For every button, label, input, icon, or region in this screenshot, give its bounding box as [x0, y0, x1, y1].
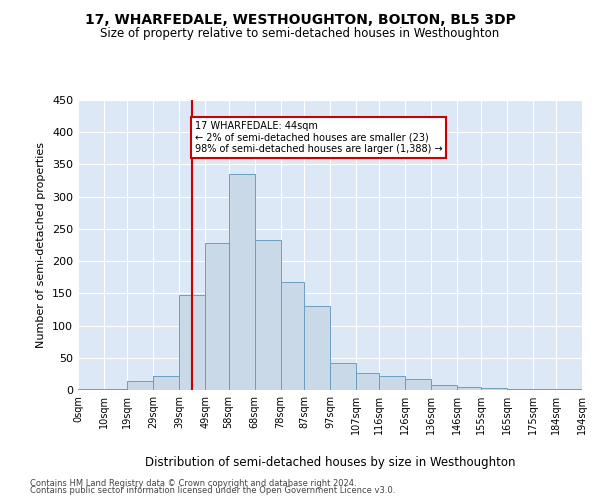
Bar: [205, 243, 229, 390]
Bar: [229, 174, 254, 390]
Y-axis label: Number of semi-detached properties: Number of semi-detached properties: [37, 142, 46, 348]
Bar: [254, 240, 281, 390]
Bar: [304, 306, 330, 390]
Bar: [154, 376, 179, 390]
Bar: [406, 379, 431, 390]
Bar: [356, 372, 379, 390]
Text: Contains public sector information licensed under the Open Government Licence v3: Contains public sector information licen…: [30, 486, 395, 495]
Bar: [127, 381, 154, 390]
Bar: [506, 388, 533, 390]
Bar: [431, 386, 457, 390]
Bar: [330, 363, 356, 390]
Text: 17, WHARFEDALE, WESTHOUGHTON, BOLTON, BL5 3DP: 17, WHARFEDALE, WESTHOUGHTON, BOLTON, BL…: [85, 12, 515, 26]
Text: Distribution of semi-detached houses by size in Westhoughton: Distribution of semi-detached houses by …: [145, 456, 515, 469]
Bar: [179, 296, 205, 390]
Text: Size of property relative to semi-detached houses in Westhoughton: Size of property relative to semi-detach…: [100, 28, 500, 40]
Bar: [481, 388, 506, 390]
Bar: [457, 388, 481, 390]
Text: Contains HM Land Registry data © Crown copyright and database right 2024.: Contains HM Land Registry data © Crown c…: [30, 478, 356, 488]
Bar: [281, 282, 304, 390]
Text: 17 WHARFEDALE: 44sqm
← 2% of semi-detached houses are smaller (23)
98% of semi-d: 17 WHARFEDALE: 44sqm ← 2% of semi-detach…: [195, 120, 443, 154]
Bar: [379, 376, 406, 390]
Bar: [104, 388, 127, 390]
